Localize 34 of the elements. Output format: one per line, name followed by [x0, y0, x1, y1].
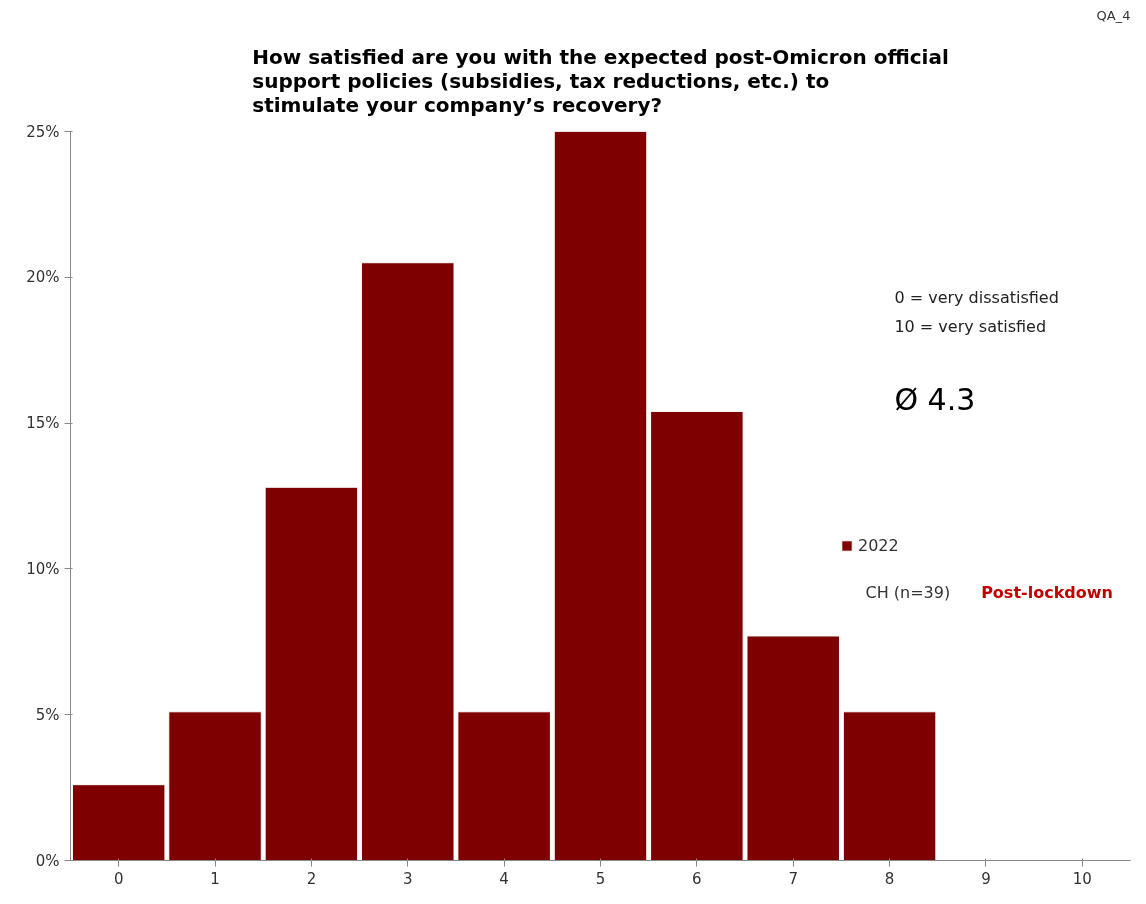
- x-tick-label: 4: [499, 869, 509, 888]
- bar: [842, 711, 937, 861]
- annotation: Post-lockdown: [981, 582, 1113, 602]
- x-tick-label: 10: [1072, 869, 1092, 888]
- x-tick-label: 5: [595, 869, 606, 888]
- annotation: Ø 4.3: [894, 382, 976, 418]
- y-tick-label: 10%: [26, 559, 60, 578]
- annotation: 10 = very satisfied: [894, 317, 1047, 337]
- text: QA_4: [1096, 7, 1131, 23]
- bar: [746, 635, 840, 861]
- y-tick-label: 25%: [26, 122, 60, 141]
- x-tick-label: 0: [113, 869, 124, 888]
- bar: [71, 784, 166, 861]
- annotation: 0 = very dissatisfied: [894, 288, 1059, 308]
- bar: [457, 711, 551, 861]
- x-tick-label: 1: [210, 869, 220, 888]
- y-tick-label: 0%: [35, 851, 60, 870]
- x-tick-label: 2: [306, 869, 317, 888]
- x-tick-label: 7: [788, 869, 798, 888]
- bar: [264, 486, 359, 861]
- x-tick-label: 9: [981, 869, 991, 888]
- bar: [168, 711, 262, 861]
- bar: [650, 410, 744, 861]
- y-tick-label: 5%: [35, 705, 60, 724]
- x-tick-label: 3: [403, 869, 413, 888]
- x-tick-label: 8: [884, 869, 895, 888]
- chart-title: How satisfied are you with the expected post-Omicron official support policies (subsidies, tax reductions, etc.) to stimulate your company’s recovery?: [252, 44, 949, 117]
- x-tick-label: 6: [692, 869, 702, 888]
- bar: [553, 131, 648, 861]
- annotation: CH (n=39): [865, 582, 951, 602]
- bar: [361, 262, 455, 861]
- y-tick-label: 20%: [26, 268, 60, 287]
- legend-label: 2022: [858, 536, 899, 555]
- y-tick-label: 15%: [26, 414, 60, 433]
